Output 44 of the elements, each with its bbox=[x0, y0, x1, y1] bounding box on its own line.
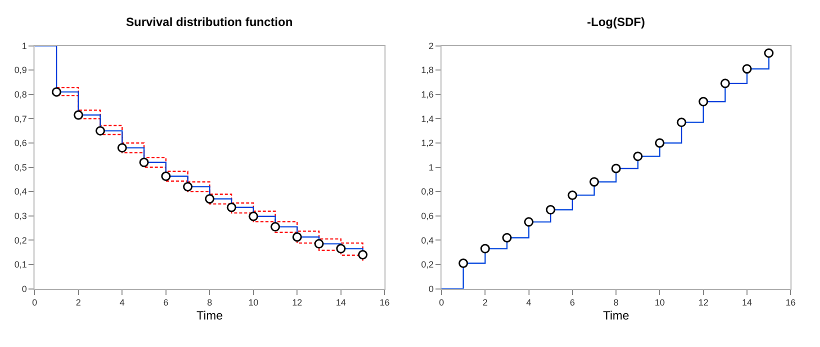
y-tick-label: 0,6 bbox=[421, 211, 434, 222]
y-tick-label: 1,4 bbox=[421, 114, 434, 124]
x-tick-label: 8 bbox=[207, 298, 212, 308]
x-tick-label: 12 bbox=[698, 298, 708, 308]
y-tick-label: 0,4 bbox=[421, 235, 434, 246]
y-tick-label: 1,8 bbox=[421, 65, 434, 76]
y-tick-label: 0,5 bbox=[14, 162, 27, 172]
x-tick-label: 4 bbox=[526, 298, 532, 308]
y-tick-label: 0,9 bbox=[14, 65, 27, 76]
x-tick-label: 10 bbox=[248, 298, 258, 308]
y-tick-label: 1,2 bbox=[421, 138, 434, 148]
y-tick-label: 0,2 bbox=[421, 260, 434, 270]
x-tick-label: 14 bbox=[336, 298, 346, 308]
x-tick-label: 16 bbox=[380, 298, 390, 308]
y-tick-label: 0,4 bbox=[14, 186, 27, 197]
x-tick-label: 10 bbox=[654, 298, 665, 308]
x-axis-title: Time bbox=[196, 308, 224, 322]
x-tick-label: 6 bbox=[163, 298, 168, 308]
x-tick-label: 0 bbox=[32, 298, 38, 308]
y-tick-label: 0,7 bbox=[14, 114, 27, 124]
x-axis-title: Time bbox=[602, 308, 630, 322]
y-tick-label: 0,1 bbox=[14, 260, 27, 270]
x-tick-label: 6 bbox=[570, 298, 575, 308]
x-tick-label: 16 bbox=[786, 298, 796, 308]
y-tick-label: 0,8 bbox=[14, 90, 27, 100]
y-tick-label: 1,6 bbox=[421, 90, 434, 100]
y-tick-label: 0,3 bbox=[14, 211, 27, 222]
chart-title: Survival distribution function bbox=[126, 15, 293, 29]
y-tick-label: 0 bbox=[22, 284, 27, 294]
y-tick-label: 0 bbox=[428, 284, 434, 294]
y-tick-label: 0,8 bbox=[421, 186, 434, 197]
y-tick-label: 0,6 bbox=[14, 138, 27, 148]
x-tick-label: 2 bbox=[482, 298, 488, 308]
x-tick-label: 2 bbox=[76, 298, 81, 308]
y-tick-label: 1 bbox=[428, 162, 434, 172]
y-tick-label: 0,2 bbox=[14, 235, 27, 246]
x-tick-label: 14 bbox=[742, 298, 752, 308]
y-tick-label: 2 bbox=[428, 40, 434, 51]
x-tick-label: 12 bbox=[292, 298, 302, 308]
chart-title: -Log(SDF) bbox=[587, 15, 645, 29]
x-tick-label: 0 bbox=[438, 298, 444, 308]
x-tick-label: 4 bbox=[120, 298, 125, 308]
y-tick-label: 1 bbox=[22, 40, 27, 51]
x-tick-label: 8 bbox=[614, 298, 619, 308]
